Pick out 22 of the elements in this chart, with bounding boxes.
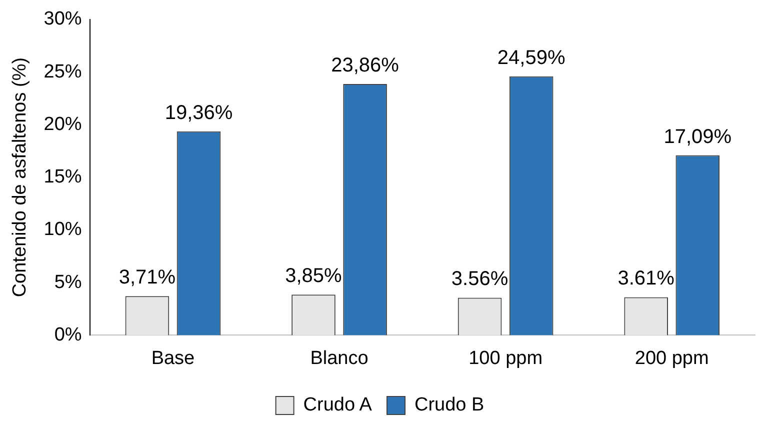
y-tick-label: 5%	[54, 272, 82, 293]
data-label: 3.56%	[451, 268, 508, 290]
data-label: 24,59%	[497, 46, 566, 69]
legend-label: Crudo A	[303, 394, 372, 416]
data-label: 3.61%	[618, 268, 675, 290]
x-tick-label: 200 ppm	[634, 348, 709, 369]
data-label: 19,36%	[164, 102, 233, 124]
y-tick-label: 25%	[44, 61, 82, 82]
legend-label: Crudo B	[414, 394, 484, 416]
data-label: 3,85%	[285, 265, 342, 288]
data-label: 17,09%	[664, 126, 732, 148]
y-tick-label: 30%	[44, 8, 82, 30]
y-tick-label: 20%	[44, 114, 82, 135]
y-tick-label: 15%	[44, 166, 82, 188]
x-tick-label: Blanco	[310, 348, 368, 369]
y-tick-label: 10%	[44, 219, 82, 240]
y-axis-title: Contenido de asfaltenos (%)	[10, 57, 31, 298]
data-label: 3,71%	[118, 266, 176, 289]
x-tick-label: 100 ppm	[468, 348, 543, 369]
data-label: 23,86%	[331, 54, 400, 77]
y-tick-label: 0%	[54, 324, 82, 346]
x-tick-label: Base	[151, 348, 195, 369]
